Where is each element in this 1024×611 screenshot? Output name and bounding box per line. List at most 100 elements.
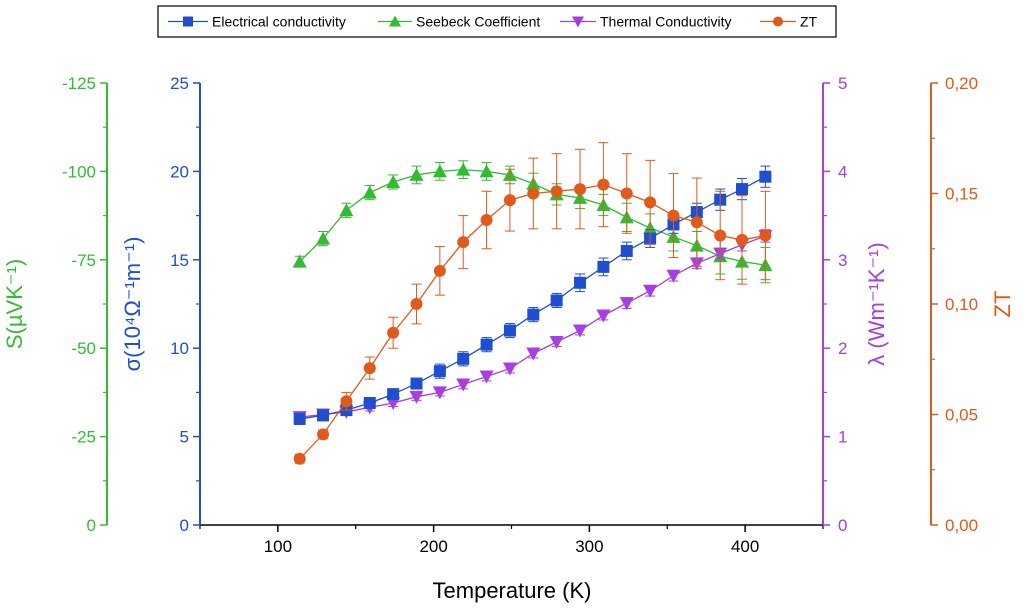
sigma-tick-label: 15: [170, 251, 189, 270]
zt-point: [457, 236, 470, 249]
series-thermal-conductivity: [292, 229, 773, 425]
zt-point: [387, 326, 400, 339]
legend-marker: [389, 15, 401, 27]
electrical-conductivity-point: [457, 352, 470, 365]
legend-item-zt: ZT: [760, 14, 818, 30]
S-axis: 0 -25 -50 -75 -100 -125 S(µVK⁻¹): [2, 74, 108, 535]
electrical-conductivity-point: [550, 294, 563, 307]
zt-point: [550, 185, 563, 198]
ZT-tick-label: 0,05: [945, 406, 978, 425]
series-zt: [293, 142, 772, 465]
sigma-axis-title: σ(10⁴Ω⁻¹m⁻¹): [120, 237, 145, 372]
legend-box: [157, 5, 837, 38]
zt-point: [574, 183, 587, 196]
thermal-conductivity-point: [666, 269, 681, 283]
thermal-conductivity-point: [619, 297, 634, 311]
seebeck-coefficient-point: [292, 254, 307, 268]
axes: 100 200 300 4000-25-50-75-100-125S(µVK⁻¹)05…: [2, 74, 1015, 556]
thermal-conductivity-point: [643, 284, 658, 298]
S-tick-label: -100: [62, 162, 96, 181]
lambda-axis: 0 1 2 3 4 5 λ (Wm⁻¹K⁻¹): [822, 74, 889, 535]
lambda-tick-label: 0: [838, 516, 847, 535]
zt-point: [480, 214, 493, 227]
zt-point: [667, 209, 680, 222]
legend-item-thermal-conductivity: Thermal Conductivity: [560, 14, 732, 30]
seebeck-coefficient-point: [386, 175, 401, 189]
electrical-conductivity-point: [503, 324, 516, 337]
sigma-tick-label: 10: [170, 339, 189, 358]
legend-label: Electrical conductivity: [212, 14, 346, 30]
sigma-tick-label: 0: [180, 516, 189, 535]
electrical-conductivity-point: [527, 308, 540, 321]
sigma-tick-label: 20: [170, 162, 189, 181]
series-electrical-conductivity: [293, 165, 772, 425]
zt-point: [597, 178, 610, 191]
lambda-axis-title: λ (Wm⁻¹K⁻¹): [864, 242, 889, 365]
legend-label: Seebeck Coefficient: [416, 14, 540, 30]
zt-point: [690, 216, 703, 229]
electrical-conductivity-point: [317, 409, 330, 422]
electrical-conductivity-point: [293, 412, 306, 425]
lambda-tick-label: 5: [838, 74, 847, 93]
seebeck-coefficient-point: [362, 185, 377, 199]
series-layer: [292, 142, 773, 465]
thermal-conductivity-point: [432, 386, 447, 400]
electrical-conductivity-point: [387, 388, 400, 401]
electrical-conductivity-point: [433, 365, 446, 378]
lambda-tick-label: 1: [838, 428, 847, 447]
thermal-conductivity-point: [526, 347, 541, 361]
zt-point: [759, 229, 772, 242]
S-axis-title: S(µVK⁻¹): [2, 259, 27, 349]
seebeck-coefficient-point: [339, 203, 354, 217]
legend-label: Thermal Conductivity: [600, 14, 732, 30]
zt-point: [644, 196, 657, 209]
electrical-conductivity-point: [736, 183, 749, 196]
thermal-conductivity-point: [502, 362, 517, 376]
thermal-conductivity-point: [409, 390, 424, 404]
S-tick-label: -75: [71, 251, 96, 270]
electrical-conductivity-point: [410, 377, 423, 390]
seebeck-coefficient-point: [409, 167, 424, 181]
zt-point: [736, 233, 749, 246]
electrical-conductivity-point: [597, 260, 610, 273]
thermal-conductivity-point: [596, 309, 611, 323]
legend: Electrical conductivity Seebeck Coefficie…: [157, 5, 837, 38]
ZT-tick-label: 0,10: [945, 295, 978, 314]
x-axis-title: Temperature (K): [433, 578, 592, 603]
thermal-conductivity-point: [549, 336, 564, 350]
electrical-conductivity-point: [480, 338, 493, 351]
zt-point: [527, 187, 540, 200]
zt-point: [503, 194, 516, 207]
electrical-conductivity-point: [363, 397, 376, 410]
legend-label: ZT: [800, 14, 818, 30]
zt-point: [714, 229, 727, 242]
sigma-tick-label: 25: [170, 74, 189, 93]
x-tick-label: 100: [264, 537, 292, 556]
ZT-axis-title: ZT: [990, 291, 1015, 318]
zt-point: [340, 395, 353, 408]
legend-marker: [572, 16, 584, 28]
S-tick-label: -125: [62, 74, 96, 93]
zt-point: [620, 187, 633, 200]
sigma-tick-label: 5: [180, 428, 189, 447]
thermal-conductivity-point: [573, 324, 588, 338]
zt-point: [293, 452, 306, 465]
legend-item-seebeck-coefficient: Seebeck Coefficient: [378, 14, 540, 30]
electrical-conductivity-point: [620, 244, 633, 257]
ZT-axis: 0,00 0,05 0,10 0,15 0,20 ZT: [930, 74, 1015, 535]
ZT-tick-label: 0,00: [945, 516, 978, 535]
x-tick-label: 200: [419, 537, 447, 556]
thermal-conductivity-point: [386, 397, 401, 411]
lambda-tick-label: 4: [838, 162, 847, 181]
seebeck-coefficient-point: [456, 162, 471, 176]
thermal-conductivity-point: [456, 378, 471, 392]
electrical-conductivity-point: [759, 170, 772, 183]
seebeck-coefficient-point: [432, 164, 447, 178]
legend-marker: [183, 16, 193, 27]
lambda-tick-label: 3: [838, 251, 847, 270]
x-tick-label: 300: [575, 537, 603, 556]
zt-point: [433, 264, 446, 277]
thermal-conductivity-point: [479, 370, 494, 384]
electrical-conductivity-point: [574, 276, 587, 289]
